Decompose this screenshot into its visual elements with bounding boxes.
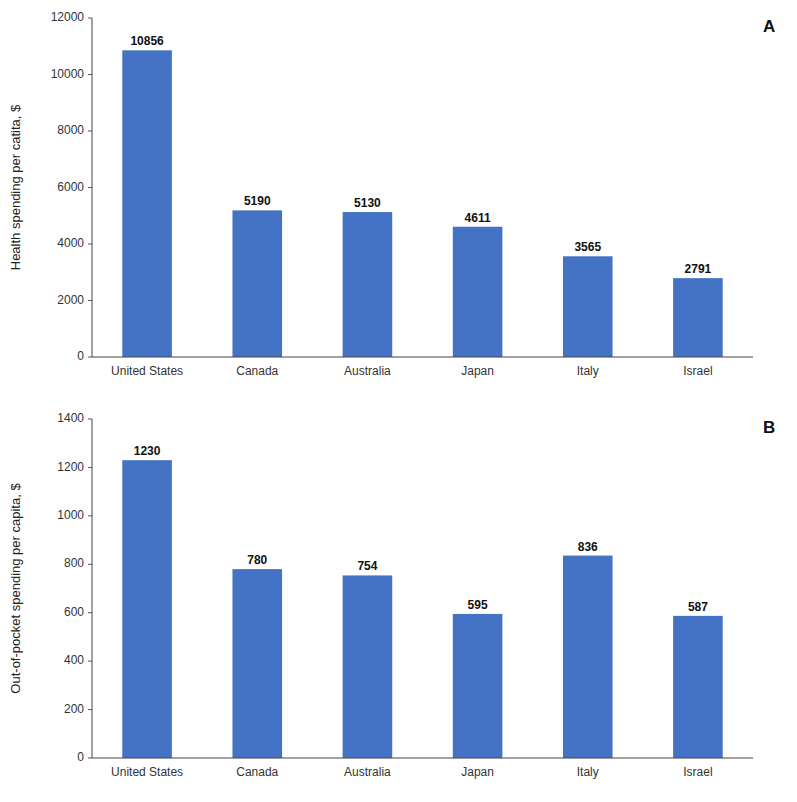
data-label: 10856 [130,34,164,48]
panel-label: B [763,418,775,437]
y-tick [88,300,92,301]
y-tick [88,467,92,468]
y-tick [88,661,92,662]
y-tick [88,515,92,516]
bars [122,460,722,758]
y-tick-label: 400 [64,653,84,667]
x-axis [92,357,753,358]
x-tick-label: Japan [461,364,494,378]
bar [453,227,503,357]
bars [122,50,722,357]
y-axis [92,419,93,758]
bar [232,210,282,357]
y-tick-label: 600 [64,605,84,619]
y-tick [88,709,92,710]
bar [343,575,393,758]
x-tick-label: Israel [683,364,712,378]
y-tick-label: 800 [64,556,84,570]
data-label: 4611 [465,211,491,225]
y-tick [88,612,92,613]
y-tick [88,18,92,19]
y-tick [88,244,92,245]
y-tick [88,758,92,759]
bar [453,614,503,758]
y-tick [88,74,92,75]
panel-label: A [763,17,775,36]
data-label: 5190 [244,194,271,208]
x-tick-label: United States [111,765,183,779]
bar [232,569,282,758]
x-tick-label: Japan [461,765,494,779]
y-tick-label: 2000 [57,293,84,307]
x-tick-label: Italy [577,364,599,378]
y-tick-label: 6000 [57,180,84,194]
y-axis-label: Health spending per catita, $ [8,104,23,270]
x-tick-label: Canada [236,364,278,378]
x-tick-label: Australia [344,765,391,779]
y-tick [88,419,92,420]
x-tick-label: Canada [236,765,278,779]
y-tick-label: 0 [77,750,84,764]
x-tick-label: Israel [683,765,712,779]
y-tick [88,357,92,358]
y-tick-label: 1000 [57,508,84,522]
data-label: 595 [468,598,488,612]
data-label: 587 [688,600,708,614]
x-tick-label: Italy [577,765,599,779]
y-tick [88,187,92,188]
y-tick [88,564,92,565]
x-tick-label: Australia [344,364,391,378]
y-tick-label: 10000 [51,67,85,81]
panel: 0 200 400 600 800 1000 1200 1400 1230 780 754 595 83… [8,411,775,779]
bar [122,50,172,357]
data-label: 780 [247,553,267,567]
y-tick-label: 0 [77,349,84,363]
x-axis [92,758,753,759]
y-tick-label: 1200 [57,460,84,474]
panel: 0 2000 4000 6000 8000 10000 12000 10856 5190 5130… [8,10,775,378]
y-tick-label: 1400 [57,411,84,425]
bar [563,556,613,758]
x-tick-label: United States [111,364,183,378]
y-axis-label: Out-of-pocket spending per capita, $ [8,483,23,694]
y-tick-label: 200 [64,702,84,716]
data-label: 5130 [354,196,381,210]
data-label: 3565 [574,240,601,254]
data-label: 2791 [685,262,712,276]
y-tick-label: 8000 [57,123,84,137]
data-label: 754 [357,559,377,573]
data-label: 1230 [134,444,161,458]
bar [563,256,613,357]
data-label: 836 [578,540,598,554]
y-tick [88,131,92,132]
bar [673,616,723,758]
y-tick-label: 12000 [51,10,85,24]
bar [673,278,723,357]
y-axis [92,18,93,357]
chart-root: 0200040006000800010000120001085651905130… [0,0,797,802]
bar [122,460,172,758]
bar [343,212,393,357]
y-tick-label: 4000 [57,236,84,250]
